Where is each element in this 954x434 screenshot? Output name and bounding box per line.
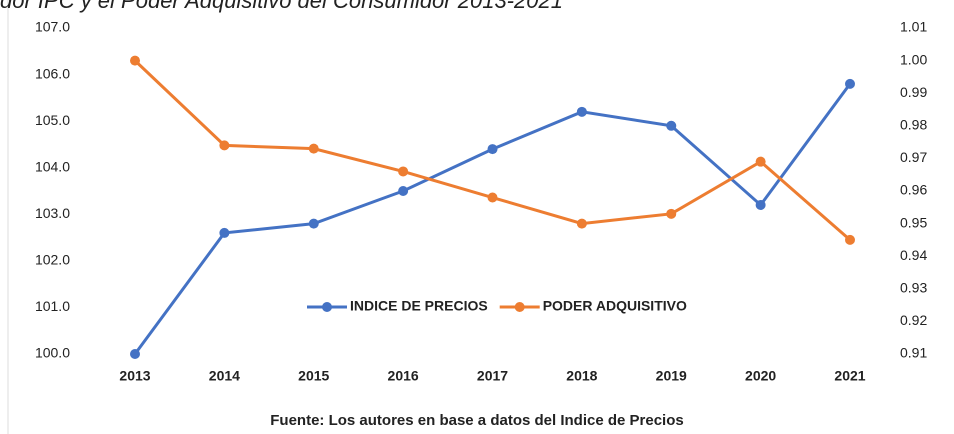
source-note: Fuente: Los autores en base a datos del … <box>270 412 683 429</box>
y-tick-label: 101.0 <box>35 298 70 314</box>
y2-tick-label: 0.92 <box>900 312 927 328</box>
x-tick-label: 2014 <box>209 368 240 384</box>
x-tick-label: 2020 <box>745 368 776 384</box>
y2-tick-label: 0.91 <box>900 345 927 361</box>
data-point <box>308 143 319 154</box>
data-point <box>755 156 766 167</box>
series-line <box>133 82 852 355</box>
y-tick-label: 104.0 <box>35 158 70 174</box>
x-tick-label: 2015 <box>298 368 329 384</box>
data-point <box>487 192 498 203</box>
data-point <box>845 78 855 89</box>
data-point <box>576 106 587 117</box>
x-tick-label: 2021 <box>834 368 865 384</box>
data-point <box>130 55 140 66</box>
x-tick-label: 2019 <box>656 368 687 384</box>
chart-title: dor IPC y el Poder Adquisitivo del Consu… <box>0 0 563 13</box>
legend-label: INDICE DE PRECIOS <box>350 298 488 314</box>
legend-label: PODER ADQUISITIVO <box>543 298 687 314</box>
y2-tick-label: 0.95 <box>900 214 927 230</box>
data-point <box>845 234 855 245</box>
data-point <box>487 144 498 155</box>
data-point <box>219 140 230 151</box>
data-point <box>755 199 766 210</box>
x-tick-label: 2016 <box>388 368 419 384</box>
y-tick-label: 106.0 <box>35 65 70 81</box>
data-point <box>666 208 677 219</box>
y2-tick-label: 0.99 <box>900 84 927 100</box>
y2-tick-label: 0.94 <box>900 247 927 263</box>
y-tick-label: 107.0 <box>35 19 70 35</box>
y2-tick-label: 1.01 <box>900 19 927 35</box>
y2-tick-label: 0.93 <box>900 280 927 296</box>
data-point <box>219 227 230 238</box>
data-point <box>130 349 140 359</box>
x-tick-label: 2017 <box>477 368 508 384</box>
y2-tick-label: 0.98 <box>900 117 927 133</box>
data-point <box>576 218 587 229</box>
data-point <box>308 218 319 229</box>
legend-marker <box>322 302 332 312</box>
legend-marker <box>514 302 525 312</box>
y2-tick-label: 0.97 <box>900 149 927 165</box>
y-tick-label: 103.0 <box>35 205 70 221</box>
data-point <box>398 186 409 196</box>
data-point <box>398 166 409 177</box>
y2-tick-label: 0.96 <box>900 182 927 198</box>
x-tick-label: 2018 <box>566 368 597 384</box>
y-tick-label: 102.0 <box>35 252 70 268</box>
y-tick-label: 100.0 <box>35 345 70 361</box>
y2-tick-label: 1.00 <box>900 51 927 67</box>
x-tick-label: 2013 <box>119 368 150 384</box>
y-tick-label: 105.0 <box>35 112 70 128</box>
data-point <box>666 120 677 131</box>
